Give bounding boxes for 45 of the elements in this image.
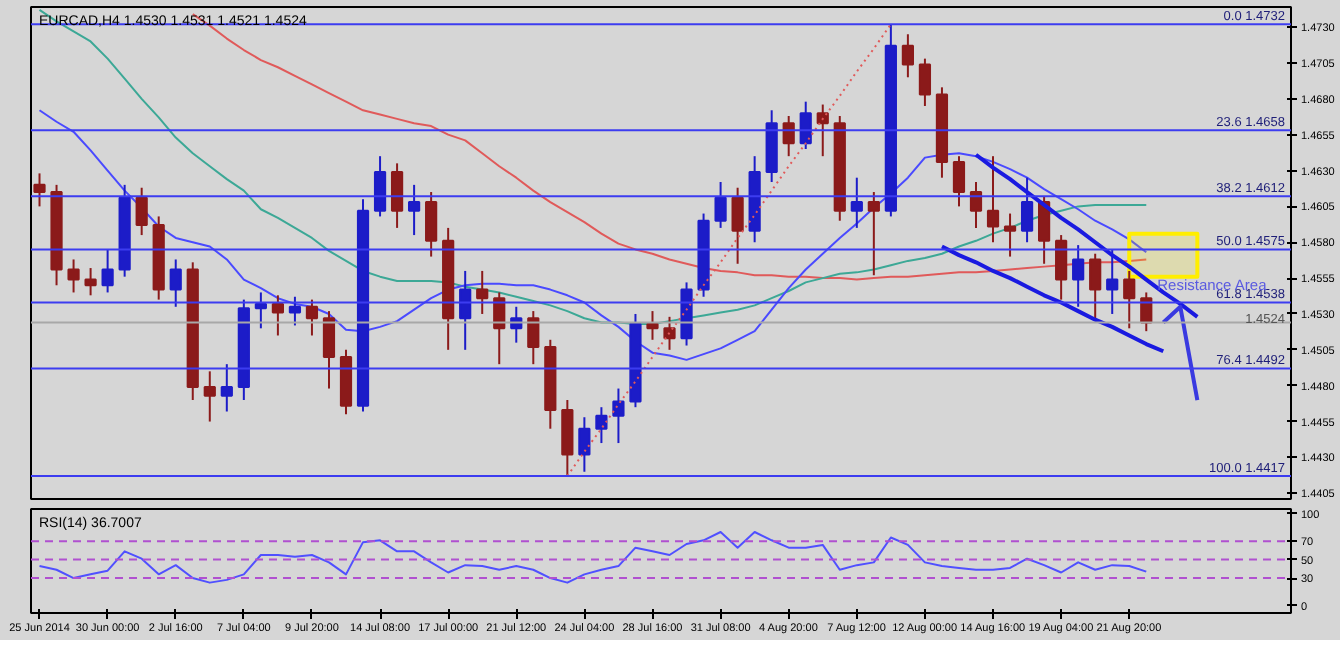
candlestick bbox=[850, 176, 863, 229]
candlestick bbox=[135, 186, 148, 237]
line-series bbox=[38, 531, 1148, 584]
candlestick bbox=[612, 387, 625, 445]
candlestick bbox=[1106, 248, 1119, 315]
candlestick bbox=[101, 248, 114, 294]
candlestick bbox=[67, 258, 80, 294]
candlestick bbox=[527, 310, 540, 366]
candlestick bbox=[322, 310, 336, 390]
candlestick bbox=[220, 363, 233, 413]
candlestick bbox=[816, 103, 829, 158]
candlestick bbox=[1003, 212, 1017, 258]
candlestick bbox=[867, 191, 880, 277]
candlestick bbox=[425, 191, 438, 258]
candlestick bbox=[663, 315, 676, 351]
candlestick bbox=[595, 406, 608, 445]
candlestick bbox=[254, 291, 267, 330]
candlestick bbox=[969, 181, 983, 229]
candlestick bbox=[459, 269, 472, 351]
candlestick bbox=[1020, 176, 1034, 244]
candlestick bbox=[986, 155, 1000, 244]
candlestick bbox=[901, 33, 914, 79]
candlestick bbox=[1123, 269, 1136, 330]
candlestick bbox=[408, 183, 421, 237]
candlestick bbox=[578, 416, 591, 473]
candlestick bbox=[169, 258, 182, 308]
candlestick bbox=[799, 100, 812, 151]
candlestick bbox=[1055, 234, 1068, 301]
candlestick bbox=[476, 269, 489, 315]
candlestick bbox=[305, 298, 319, 337]
candlestick bbox=[782, 115, 795, 158]
candlestick bbox=[1072, 244, 1085, 308]
candlestick bbox=[1089, 252, 1102, 323]
candlestick bbox=[33, 172, 46, 208]
candlestick bbox=[390, 162, 404, 229]
candlestick bbox=[714, 181, 727, 229]
candlestick bbox=[271, 294, 284, 337]
candlestick bbox=[952, 155, 966, 208]
candlestick bbox=[731, 186, 744, 265]
candlestick bbox=[288, 295, 302, 327]
candlestick bbox=[561, 399, 574, 478]
candlestick bbox=[918, 57, 932, 107]
candlestick bbox=[203, 370, 216, 423]
candlestick bbox=[373, 155, 387, 218]
candlestick bbox=[84, 267, 97, 297]
